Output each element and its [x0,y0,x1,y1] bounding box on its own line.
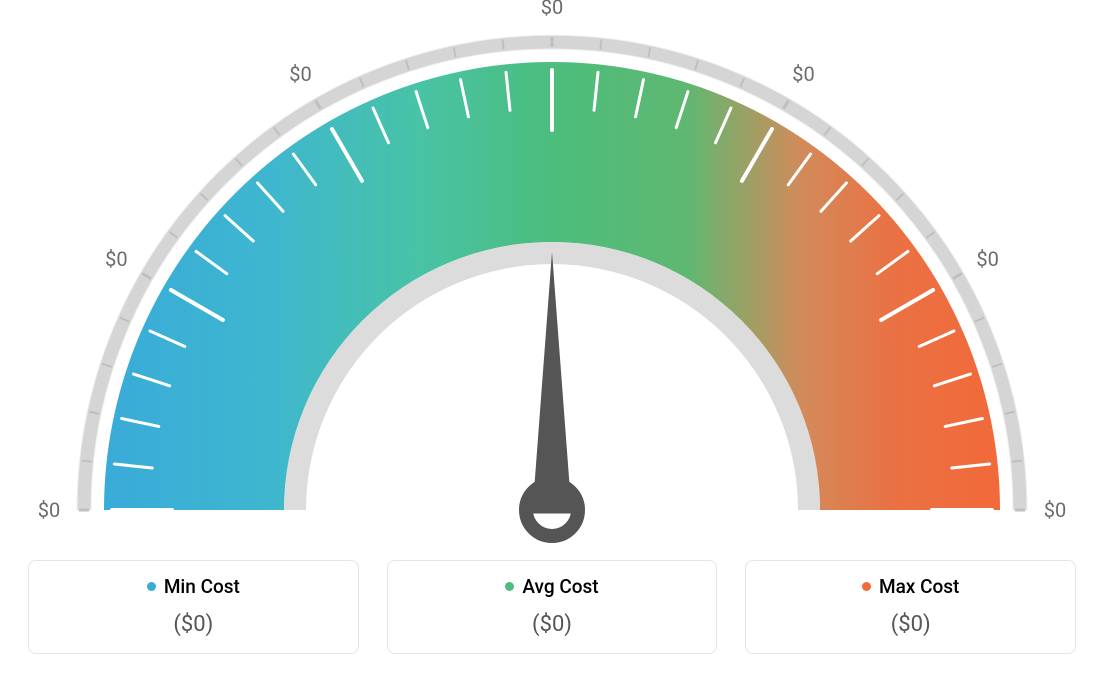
legend-row: Min Cost ($0) Avg Cost ($0) Max Cost ($0… [0,560,1104,654]
gauge-tick-label: $0 [976,247,998,271]
legend-value-avg: ($0) [398,612,707,637]
legend-dot-avg [505,582,514,591]
legend-card-max: Max Cost ($0) [745,560,1076,654]
legend-title-min: Min Cost [147,575,240,598]
legend-label-avg: Avg Cost [522,575,598,598]
legend-card-avg: Avg Cost ($0) [387,560,718,654]
gauge-svg [0,0,1104,560]
gauge-tick-label: $0 [1044,498,1066,522]
legend-title-max: Max Cost [862,575,959,598]
legend-dot-max [862,582,871,591]
gauge-tick-label: $0 [38,498,60,522]
gauge-tick-label: $0 [541,0,563,19]
legend-value-min: ($0) [39,612,348,637]
gauge-tick-label: $0 [289,62,311,86]
legend-value-max: ($0) [756,612,1065,637]
legend-title-avg: Avg Cost [505,575,598,598]
legend-label-max: Max Cost [879,575,959,598]
gauge-tick-label: $0 [792,62,814,86]
legend-label-min: Min Cost [164,575,240,598]
gauge-tick-label: $0 [105,247,127,271]
legend-dot-min [147,582,156,591]
gauge-chart: $0 $0 $0 $0 $0 $0 $0 [0,0,1104,560]
legend-card-min: Min Cost ($0) [28,560,359,654]
